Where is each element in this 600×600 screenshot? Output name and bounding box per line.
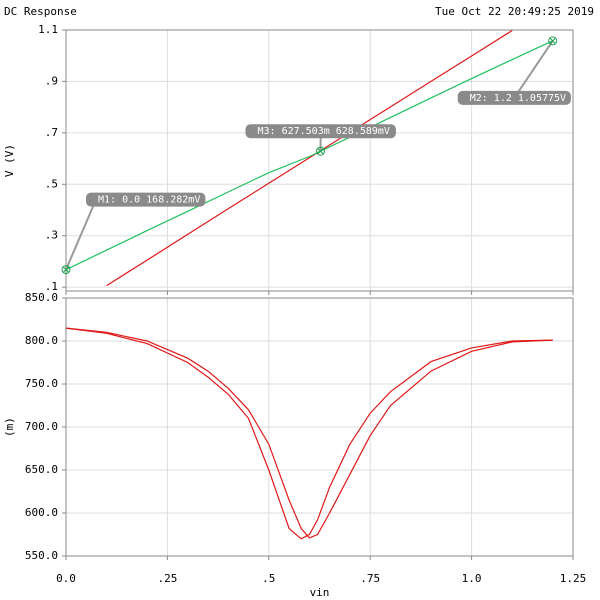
plot-frame (65, 29, 574, 292)
marker-leader (513, 40, 554, 99)
marker-cross (549, 37, 557, 45)
plot-area (66, 327, 553, 540)
marker-label: M2: 1.2 1.05775V (470, 93, 566, 104)
y-axis-label: (m) (3, 417, 16, 437)
y-tick-label: 850.0 (25, 291, 58, 304)
marker-label: M3: 627.503m 628.589mV (258, 126, 390, 137)
y-tick-label: 600.0 (25, 506, 58, 519)
y-tick-label: .5 (45, 177, 58, 190)
plot-frame (65, 297, 574, 557)
marker-cross (317, 147, 324, 155)
marker-point (316, 146, 326, 156)
window-title: DC Response (4, 5, 77, 18)
marker-label-box (245, 124, 396, 139)
x-tick-label: .75 (360, 572, 380, 585)
series-line (66, 327, 553, 540)
y-tick-label: 700.0 (25, 420, 58, 433)
series-line (106, 30, 513, 287)
x-tick-label: 0.0 (56, 572, 76, 585)
x-tick-label: .25 (157, 572, 177, 585)
series-line (66, 40, 553, 271)
y-tick-label: .1 (45, 280, 58, 293)
y-tick-label: .9 (45, 74, 58, 87)
y-tick-label: 650.0 (25, 463, 58, 476)
plot-area (66, 30, 553, 287)
marker-point (548, 36, 558, 46)
y-tick-label: .7 (45, 126, 58, 139)
y-tick-label: 800.0 (25, 334, 58, 347)
x-tick-label: 1.25 (560, 572, 587, 585)
x-axis-label: vin (310, 586, 330, 599)
y-tick-label: 550.0 (25, 549, 58, 562)
marker-label-box (86, 192, 206, 207)
marker-cross (62, 266, 70, 273)
marker-leader (65, 199, 97, 270)
y-tick-label: 1.1 (38, 23, 58, 36)
marker-label-box (457, 90, 571, 105)
y-tick-label: 750.0 (25, 377, 58, 390)
y-tick-label: .3 (45, 229, 58, 242)
marker-label: M1: 0.0 168.282mV (98, 195, 200, 206)
marker-point (61, 265, 71, 275)
series-line (66, 327, 553, 539)
timestamp: Tue Oct 22 20:49:25 2019 (435, 5, 594, 18)
y-axis-label: V (V) (3, 144, 16, 177)
x-tick-label: 1.0 (462, 572, 482, 585)
x-tick-label: .5 (262, 572, 275, 585)
